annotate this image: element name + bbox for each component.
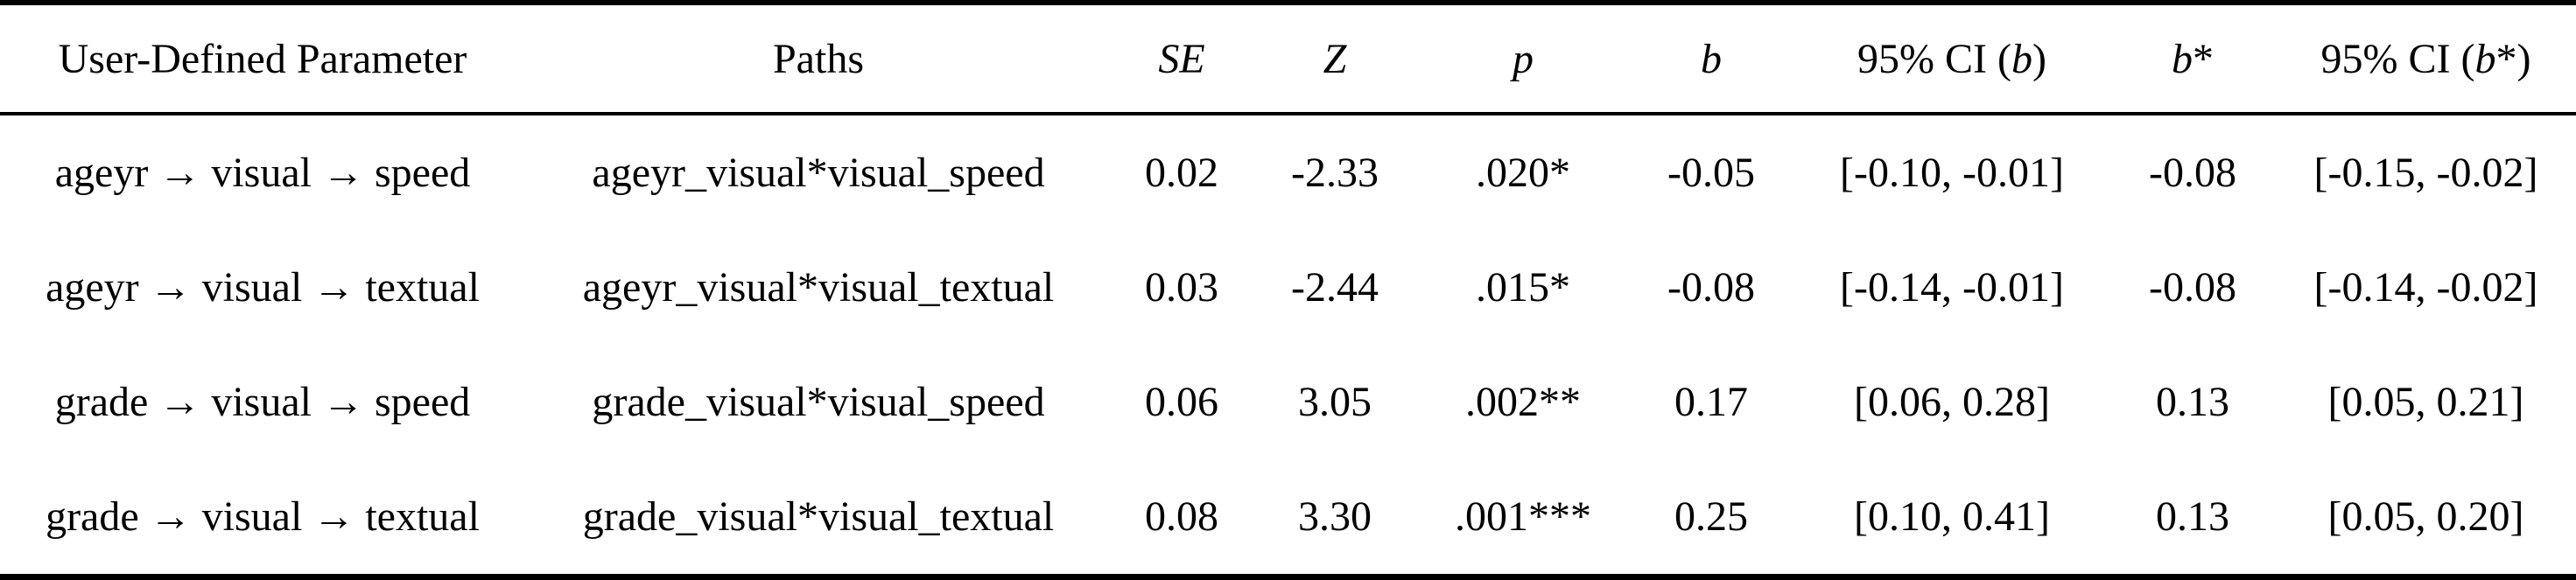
col-header-ci-b-star: 95% CI (b*): [2276, 3, 2576, 115]
ci-b-star-symbol: b: [2474, 35, 2496, 82]
cell-z: -2.44: [1291, 264, 1379, 311]
cell-se: 0.02: [1145, 150, 1218, 196]
cell-ci-b-star: [0.05, 0.20]: [2327, 493, 2524, 540]
cell-z: 3.05: [1298, 379, 1372, 425]
cell-b: -0.08: [1667, 264, 1755, 311]
cell-parameter: ageyr → visual → textual: [46, 264, 480, 311]
cell-ci-b-star: [-0.14, -0.02]: [2313, 264, 2538, 311]
cell-b: 0.17: [1674, 379, 1748, 425]
ci-b-prefix: 95% CI (: [1857, 35, 2011, 82]
cell-ci-b-star: [0.05, 0.21]: [2327, 379, 2524, 425]
table-row: ageyr → visual → speed ageyr_visual*visu…: [0, 114, 2576, 230]
cell-se: 0.08: [1145, 493, 1218, 540]
cell-p: .015*: [1476, 264, 1570, 311]
cell-b: -0.05: [1667, 150, 1755, 196]
cell-parameter: ageyr → visual → speed: [54, 150, 471, 196]
table-row: grade → visual → textual grade_visual*vi…: [0, 459, 2576, 577]
ci-b-close: ): [2032, 35, 2046, 82]
ci-b-star-close: *): [2495, 35, 2531, 82]
col-header-b-star: b*: [2109, 3, 2276, 115]
col-header-p: p: [1418, 3, 1628, 115]
col-header-se: SE: [1112, 3, 1252, 115]
cell-parameter: grade → visual → textual: [46, 493, 480, 540]
col-header-paths: Paths: [525, 3, 1112, 115]
cell-b-star: -0.08: [2149, 264, 2236, 311]
cell-p: .001***: [1455, 493, 1591, 540]
cell-ci-b: [0.10, 0.41]: [1854, 493, 2050, 540]
b-star-symbol: b: [2172, 35, 2193, 82]
cell-b-star: 0.13: [2156, 379, 2229, 425]
cell-se: 0.06: [1145, 379, 1218, 425]
cell-p: .020*: [1476, 150, 1570, 196]
ci-b-symbol: b: [2011, 35, 2032, 82]
cell-path: grade_visual*visual_textual: [582, 493, 1055, 540]
b-star-mark: *: [2193, 35, 2214, 82]
cell-ci-b: [0.06, 0.28]: [1854, 379, 2050, 425]
ci-b-star-prefix: 95% CI (: [2320, 35, 2475, 82]
col-header-ci-b: 95% CI (b): [1794, 3, 2109, 115]
cell-path: ageyr_visual*visual_speed: [592, 150, 1045, 196]
cell-z: -2.33: [1291, 150, 1379, 196]
cell-b-star: 0.13: [2156, 493, 2229, 540]
cell-b: 0.25: [1674, 493, 1748, 540]
col-header-z: Z: [1252, 3, 1418, 115]
cell-ci-b: [-0.10, -0.01]: [1840, 150, 2064, 196]
table-row: ageyr → visual → textual ageyr_visual*vi…: [0, 230, 2576, 345]
cell-ci-b: [-0.14, -0.01]: [1840, 264, 2064, 311]
table-row: grade → visual → speed grade_visual*visu…: [0, 345, 2576, 459]
col-header-b: b: [1628, 3, 1794, 115]
cell-parameter: grade → visual → speed: [54, 379, 471, 425]
cell-path: grade_visual*visual_speed: [592, 379, 1045, 425]
col-header-user-defined-parameter: User-Defined Parameter: [0, 3, 525, 115]
cell-se: 0.03: [1145, 264, 1218, 311]
header-row: User-Defined Parameter Paths SE Z p b 95…: [0, 3, 2576, 115]
cell-path: ageyr_visual*visual_textual: [582, 264, 1055, 311]
cell-b-star: -0.08: [2149, 150, 2236, 196]
cell-z: 3.30: [1298, 493, 1372, 540]
cell-p: .002**: [1465, 379, 1581, 425]
cell-ci-b-star: [-0.15, -0.02]: [2313, 150, 2538, 196]
